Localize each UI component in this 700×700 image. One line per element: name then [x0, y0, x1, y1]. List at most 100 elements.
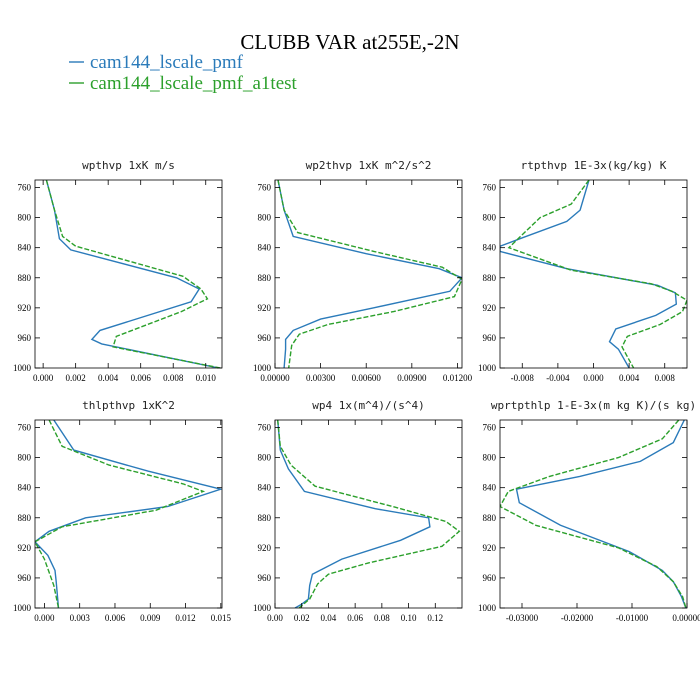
x-tick-label: 0.06	[347, 613, 363, 623]
y-tick-label: 880	[258, 273, 272, 283]
panel-5: wp4 1x(m^4)/(s^4) 0.00 0.02 0.04 0.06 0.08 0.1…	[253, 399, 463, 623]
x-tick-label: 0.010	[196, 373, 217, 383]
series-line-2	[277, 180, 462, 368]
x-tick-label: 0.002	[66, 373, 86, 383]
panel-frame	[34, 179, 223, 369]
y-tick-label: 840	[18, 243, 32, 253]
y-tick-label: 840	[258, 243, 272, 253]
y-tick-label: 960	[18, 573, 32, 583]
y-tick-label: 1000	[13, 363, 32, 373]
panel-2: wp2thvp 1xK m^2/s^2 0.00000 0.00300 0.00600…	[253, 159, 473, 383]
panels: wpthvp 1xK m/s0.000 0.002 0.004 0.006 0.008 0…	[13, 159, 700, 623]
legend-label-2: cam144_lscale_pmf_a1test	[90, 73, 298, 94]
x-tick-label: 0.10	[401, 613, 417, 623]
panel-frame	[274, 419, 463, 609]
y-tick-label: 1000	[478, 603, 497, 613]
x-tick-label: 0.008	[655, 373, 676, 383]
y-tick-label: 840	[258, 483, 272, 493]
panel-title: rtpthvp 1E-3x(kg/kg) K	[521, 159, 667, 172]
y-tick-label: 760	[483, 183, 497, 193]
y-tick-label: 920	[258, 303, 272, 313]
x-tick-label: 0.006	[105, 613, 126, 623]
y-tick-label: 1000	[478, 363, 497, 373]
y-tick-label: 800	[483, 453, 497, 463]
panel-title: wpthvp 1xK m/s	[82, 159, 175, 172]
x-tick-label: 0.009	[140, 613, 161, 623]
x-tick-label: -0.02000	[561, 613, 594, 623]
series-line-2	[507, 180, 687, 368]
y-tick-label: 960	[258, 333, 272, 343]
x-tick-label: 0.08	[374, 613, 390, 623]
series-line-2	[277, 420, 461, 608]
y-tick-label: 880	[483, 513, 497, 523]
series-line-1	[500, 180, 678, 368]
panel-title: wprtpthlp 1-E-3x(m kg K)/(s kg)	[491, 399, 696, 412]
x-tick-label: 0.12	[427, 613, 443, 623]
panel-title: wp4 1x(m^4)/(s^4)	[312, 399, 425, 412]
panel-4: thlpthvp 1xK^2 0.000 0.003 0.006 0.009 0.012 0…	[13, 399, 231, 623]
series-line-1	[277, 420, 431, 608]
series-line-2	[45, 180, 221, 368]
y-tick-label: 800	[258, 453, 272, 463]
x-tick-label: -0.03000	[506, 613, 539, 623]
y-tick-label: 760	[18, 423, 32, 433]
y-tick-label: 880	[18, 273, 32, 283]
x-tick-label: 0.01200	[443, 373, 473, 383]
x-tick-label: 0.00300	[306, 373, 336, 383]
y-tick-label: 840	[483, 483, 497, 493]
y-tick-label: 840	[18, 483, 32, 493]
x-tick-label: 0.04	[321, 613, 337, 623]
series-line-1	[35, 420, 222, 608]
x-tick-label: 0.008	[163, 373, 184, 383]
x-tick-label: 0.02	[294, 613, 310, 623]
series-line-1	[277, 180, 462, 368]
y-tick-label: 760	[258, 423, 272, 433]
y-tick-label: 920	[18, 543, 32, 553]
x-tick-label: -0.01000	[616, 613, 649, 623]
x-tick-label: 0.000	[34, 613, 55, 623]
series-line-1	[515, 420, 687, 608]
panel-title: thlpthvp 1xK^2	[82, 399, 175, 412]
y-tick-label: 800	[258, 213, 272, 223]
x-tick-label: 0.00600	[352, 373, 382, 383]
y-tick-label: 1000	[13, 603, 32, 613]
y-tick-label: 880	[483, 273, 497, 283]
series-line-2	[500, 420, 687, 608]
y-tick-label: 960	[18, 333, 32, 343]
x-tick-label: 0.004	[98, 373, 119, 383]
y-tick-label: 1000	[253, 603, 272, 613]
y-tick-label: 920	[18, 303, 32, 313]
panel-6: wprtpthlp 1-E-3x(m kg K)/(s kg) -0.03000 -…	[478, 399, 700, 623]
panel-3: rtpthvp 1E-3x(kg/kg) K -0.008 -0.004 0.000 0…	[478, 159, 688, 383]
panel-frame	[274, 179, 463, 369]
figure-title: CLUBB VAR at255E,-2N	[240, 30, 459, 54]
x-tick-label: 0.00000	[260, 373, 290, 383]
x-tick-label: 0.015	[211, 613, 232, 623]
y-tick-label: 880	[18, 513, 32, 523]
panel-frame	[499, 419, 688, 609]
y-tick-label: 760	[18, 183, 32, 193]
y-tick-label: 800	[18, 453, 32, 463]
y-tick-label: 1000	[253, 363, 272, 373]
y-tick-label: 840	[483, 243, 497, 253]
y-tick-label: 800	[483, 213, 497, 223]
x-tick-label: 0.004	[619, 373, 640, 383]
legend-label-1: cam144_lscale_pmf	[90, 52, 244, 73]
x-tick-label: -0.008	[511, 373, 535, 383]
panel-1: wpthvp 1xK m/s 0.000 0.002 0.004 0.006 0.008 0…	[13, 159, 223, 383]
x-tick-label: 0.000	[583, 373, 604, 383]
y-tick-label: 760	[483, 423, 497, 433]
y-tick-label: 960	[258, 573, 272, 583]
x-tick-label: 0.00900	[397, 373, 427, 383]
x-tick-label: 0.012	[175, 613, 195, 623]
y-tick-label: 960	[483, 573, 497, 583]
x-tick-label: 0.000	[33, 373, 54, 383]
panel-frame	[34, 419, 223, 609]
series-line-1	[45, 180, 219, 368]
y-tick-label: 800	[18, 213, 32, 223]
x-tick-label: 0.006	[131, 373, 152, 383]
x-tick-label: 0.00	[267, 613, 283, 623]
y-tick-label: 920	[483, 543, 497, 553]
panel-title: wp2thvp 1xK m^2/s^2	[306, 159, 432, 172]
